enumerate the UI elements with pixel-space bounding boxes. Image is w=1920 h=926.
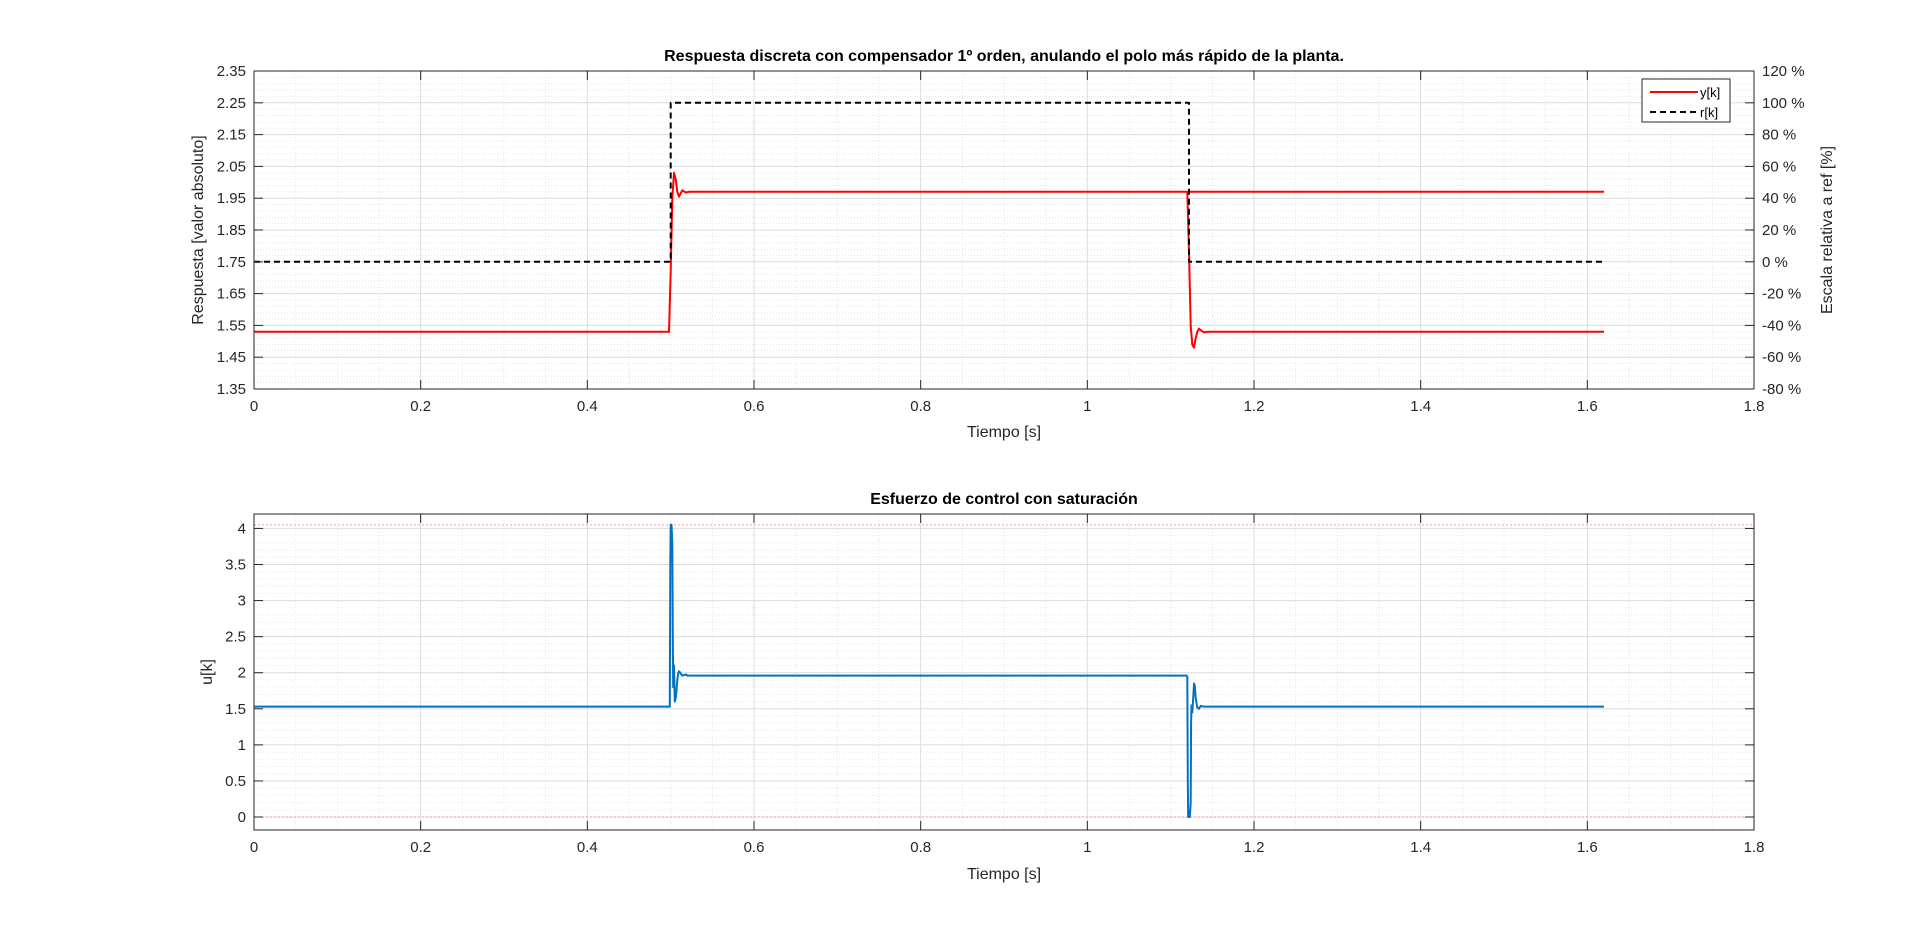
response-y-tick-label: 2.35: [217, 63, 246, 80]
response-x-tick-label: 1.2: [1244, 398, 1265, 415]
legend: y[k] r[k]: [1641, 78, 1731, 123]
response-x-tick-label: 1.8: [1744, 398, 1765, 415]
control-x-tick-label: 1.6: [1577, 839, 1598, 856]
response-x-tick-label: 0.2: [410, 398, 431, 415]
control-y-axis-label: u[k]: [199, 659, 216, 685]
response-series-rk-line: [254, 101, 1604, 263]
response-series-yk-line: [254, 171, 1604, 333]
response-right-y-tick-label: -20 %: [1762, 286, 1801, 303]
control-x-tick-label: 0.4: [577, 839, 598, 856]
control-series-u-line: [1186, 675, 1604, 818]
control-y-tick-labels: 0 0.5 1 1.5 2 2.5 3 3.5 4: [225, 520, 246, 826]
control-y-tick-label: 2.5: [225, 629, 246, 646]
response-x-tick-label: 1.6: [1577, 398, 1598, 415]
control-x-axis-label: Tiempo [s]: [967, 866, 1041, 883]
response-right-y-tick-label: 80 %: [1762, 127, 1796, 144]
response-y-tick-label: 1.65: [217, 286, 246, 303]
response-x-tick-label: 0: [250, 398, 258, 415]
response-tick-marks: [253, 70, 1755, 390]
control-tick-marks: [253, 514, 1755, 830]
control-effort-axes: 0 0.2 0.4 0.6 0.8 1 1.2 1.4 1.6 1.8 0 0.5 1 1.5 2 2.5 3…: [199, 491, 1764, 883]
control-x-tick-label: 0.8: [910, 839, 931, 856]
response-right-y-tick-label: 100 %: [1762, 95, 1805, 112]
response-x-tick-labels: 0 0.2 0.4 0.6 0.8 1 1.2 1.4 1.6 1.8: [250, 398, 1765, 415]
response-x-axis-label: Tiempo [s]: [967, 424, 1041, 441]
control-series-u-line: [254, 523, 1188, 708]
response-right-y-tick-label: 0 %: [1762, 254, 1788, 271]
control-x-tick-label: 1.2: [1244, 839, 1265, 856]
response-y-tick-label: 1.75: [217, 254, 246, 271]
response-right-y-tick-label: 20 %: [1762, 222, 1796, 239]
control-x-tick-label: 0.2: [410, 839, 431, 856]
response-y-tick-label: 2.15: [217, 127, 246, 144]
response-right-y-tick-label: 60 %: [1762, 158, 1796, 175]
control-y-tick-label: 3.5: [225, 557, 246, 574]
control-y-tick-label: 0: [238, 809, 246, 826]
response-x-tick-label: 0.8: [910, 398, 931, 415]
control-x-tick-label: 0: [250, 839, 258, 856]
response-y-tick-labels: 1.35 1.45 1.55 1.65 1.75 1.85 1.95 2.05 2.15 2.25…: [217, 63, 246, 398]
response-axes: 0 0.2 0.4 0.6 0.8 1 1.2 1.4 1.6 1.8 1.351.451.551…: [190, 48, 1836, 441]
response-y-tick-label: 1.95: [217, 190, 246, 207]
response-right-y-tick-label: -60 %: [1762, 349, 1801, 366]
response-x-tick-label: 1: [1083, 398, 1091, 415]
legend-label-y: y[k]: [1700, 85, 1720, 100]
response-y-tick-label: 2.05: [217, 158, 246, 175]
control-y-tick-label: 0.5: [225, 773, 246, 790]
response-x-tick-label: 0.4: [577, 398, 598, 415]
control-y-tick-label: 1.5: [225, 701, 246, 718]
control-y-tick-label: 3: [238, 593, 246, 610]
response-chart-title: Respuesta discreta con compensador 1º or…: [664, 48, 1344, 65]
legend-box: [1641, 78, 1731, 123]
control-plot-area: [254, 523, 1754, 818]
response-right-y-tick-label: -80 %: [1762, 381, 1801, 398]
response-right-y-axis-label: Escala relativa a ref [%]: [1819, 146, 1836, 314]
response-right-y-tick-label: -40 %: [1762, 317, 1801, 334]
response-x-tick-label: 0.6: [744, 398, 765, 415]
response-x-tick-label: 1.4: [1410, 398, 1431, 415]
response-y-tick-label: 2.25: [217, 95, 246, 112]
control-chart-title: Esfuerzo de control con saturación: [870, 491, 1138, 508]
control-x-tick-label: 1.8: [1744, 839, 1765, 856]
control-minor-grid: [254, 514, 1754, 830]
control-y-tick-label: 1: [238, 737, 246, 754]
response-series-yk-line: [1186, 191, 1604, 349]
legend-label-r: r[k]: [1700, 105, 1718, 120]
response-y-tick-label: 1.45: [217, 349, 246, 366]
response-plot-area: [254, 101, 1604, 349]
response-y-axis-label: Respuesta [valor absoluto]: [190, 135, 207, 324]
control-x-tick-label: 1.4: [1410, 839, 1431, 856]
control-x-tick-label: 0.6: [744, 839, 765, 856]
response-right-y-tick-label: 40 %: [1762, 190, 1796, 207]
control-x-tick-labels: 0 0.2 0.4 0.6 0.8 1 1.2 1.4 1.6 1.8: [250, 839, 1765, 856]
response-y-tick-label: 1.55: [217, 317, 246, 334]
response-y-tick-label: 1.35: [217, 381, 246, 398]
response-right-y-tick-label: 120 %: [1762, 63, 1805, 80]
response-right-y-tick-labels: -80 % -60 % -40 % -20 % 0 % 20 % 40 % 60 % 80 % 1…: [1762, 63, 1805, 398]
control-y-tick-label: 2: [238, 665, 246, 682]
control-y-tick-label: 4: [238, 520, 246, 537]
response-y-tick-label: 1.85: [217, 222, 246, 239]
control-x-tick-label: 1: [1083, 839, 1091, 856]
